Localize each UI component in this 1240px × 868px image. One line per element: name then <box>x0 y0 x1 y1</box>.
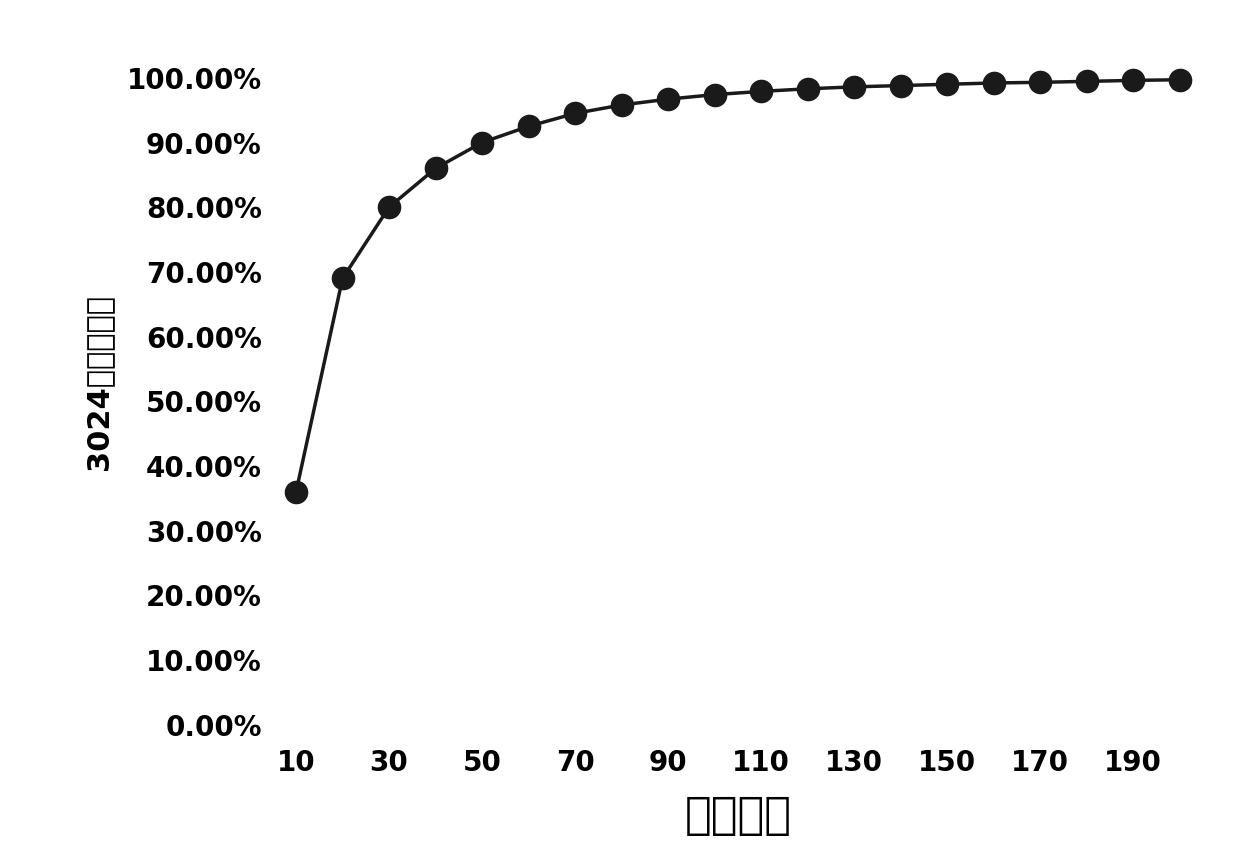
Y-axis label: 3024样本区分度: 3024样本区分度 <box>83 294 113 470</box>
X-axis label: 标记数量: 标记数量 <box>684 793 791 837</box>
